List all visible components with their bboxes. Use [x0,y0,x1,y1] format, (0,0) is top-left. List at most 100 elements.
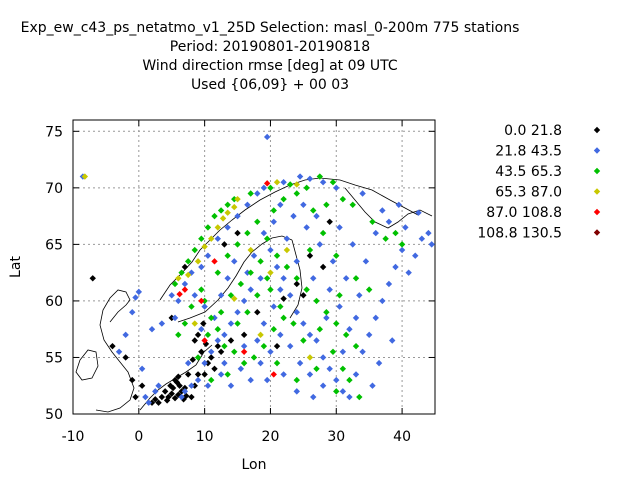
y-tick-label: 65 [45,237,63,253]
data-point [333,388,340,395]
data-point [204,252,212,259]
data-point [183,392,190,400]
data-point [217,371,225,378]
data-point [158,320,166,327]
data-point [260,320,268,327]
data-point [219,215,227,222]
data-point [191,320,198,327]
data-point [333,252,340,259]
data-point [167,382,174,389]
data-point [81,173,89,180]
data-point [217,207,225,214]
data-point [109,342,116,350]
data-point [270,207,277,214]
data-point [263,275,271,282]
data-point [171,280,179,288]
data-point [214,337,221,344]
data-point [313,212,320,220]
data-point [267,286,274,293]
data-point [319,382,327,389]
data-point [138,382,146,389]
data-point [329,258,337,265]
data-point [191,337,198,344]
data-point [349,201,356,209]
data-point [319,354,327,361]
data-point [194,331,202,339]
x-axis-label: Lon [242,457,267,473]
data-point [273,252,281,259]
data-point [287,292,294,299]
data-point [168,292,175,299]
data-point [244,201,251,209]
data-point [283,246,291,254]
data-point [270,371,277,378]
data-point [375,359,383,367]
data-point [293,280,300,288]
legend-marker [593,188,601,195]
data-point [342,275,350,282]
data-point [240,297,248,305]
data-point [372,314,379,322]
data-point [392,263,399,271]
data-point [194,371,202,378]
data-point [313,337,320,344]
data-point [273,178,281,186]
data-point [333,184,340,192]
chart-variable: Wind direction rmse [deg] at 09 UTC [142,58,398,74]
data-point [339,348,347,356]
data-point [181,320,189,327]
data-point [319,178,327,186]
data-point [175,331,182,339]
data-point [214,269,221,276]
data-point [418,235,426,242]
data-point [217,292,225,299]
data-point [227,292,235,299]
data-point [260,184,268,192]
data-point [158,393,166,401]
data-point [365,286,373,293]
data-point [231,295,238,302]
data-point [306,354,314,361]
data-point [293,309,300,316]
data-point [254,218,261,225]
data-point [135,288,143,296]
data-point [293,190,300,197]
data-point [352,275,360,282]
data-point [217,309,225,316]
data-point [198,325,205,333]
data-point [244,269,251,276]
data-point [267,348,274,356]
data-point [237,365,245,372]
data-point [300,337,307,344]
data-point [198,263,205,271]
data-point [267,269,274,276]
data-point [181,286,189,293]
data-point [244,229,251,237]
data-point [234,320,241,327]
data-point [181,280,189,288]
data-point [293,181,300,188]
data-point [155,382,162,389]
data-point [290,212,297,220]
legend-label: 65.3 87.0 [495,185,562,201]
data-point [254,190,261,197]
data-point [194,376,202,384]
data-point [323,309,330,316]
data-point [270,303,277,310]
data-point [254,292,261,299]
data-point [231,203,238,211]
data-point [178,269,185,276]
legend-marker [593,126,601,134]
data-point [395,201,402,209]
data-point [333,320,340,327]
legend-label: 0.0 21.8 [504,123,562,139]
data-point [257,331,264,339]
data-point [211,314,218,322]
data-point [234,212,241,220]
data-point [227,320,235,327]
data-point [280,275,287,282]
data-point [250,354,258,361]
data-point [257,258,264,265]
legend: 0.0 21.8 21.8 43.5 43.5 65.3 65.3 87.0 87.0 … [477,123,601,242]
x-tick-label: 20 [262,429,280,445]
